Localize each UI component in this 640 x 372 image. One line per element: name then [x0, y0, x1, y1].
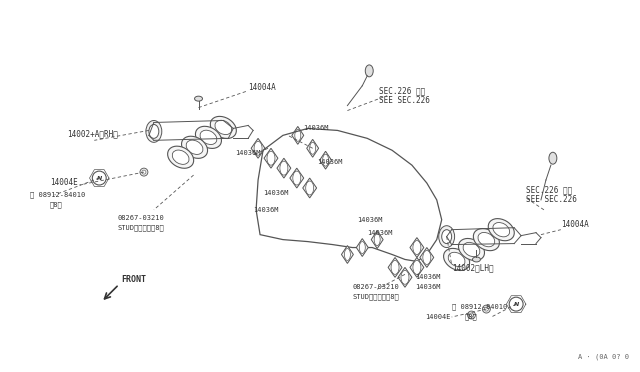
Text: 14036M: 14036M	[317, 159, 343, 165]
Text: N: N	[97, 176, 102, 180]
Text: SEC.226 参照: SEC.226 参照	[379, 86, 426, 95]
Polygon shape	[303, 178, 317, 198]
Text: 14036M: 14036M	[236, 150, 260, 156]
Text: STUDスタッド（8）: STUDスタッド（8）	[353, 294, 399, 301]
Ellipse shape	[149, 125, 159, 138]
Ellipse shape	[463, 243, 480, 257]
Polygon shape	[410, 257, 424, 277]
Text: FRONT: FRONT	[121, 275, 146, 284]
Polygon shape	[319, 151, 332, 169]
Ellipse shape	[267, 151, 275, 165]
Ellipse shape	[442, 230, 452, 244]
Polygon shape	[420, 247, 434, 267]
Circle shape	[509, 297, 523, 311]
Polygon shape	[277, 158, 291, 178]
Circle shape	[483, 305, 490, 313]
Ellipse shape	[493, 222, 509, 237]
Ellipse shape	[186, 140, 203, 154]
Ellipse shape	[478, 232, 495, 247]
Ellipse shape	[488, 219, 515, 241]
Polygon shape	[290, 168, 304, 188]
Polygon shape	[398, 267, 412, 287]
Text: 14036M: 14036M	[367, 230, 393, 235]
Circle shape	[467, 311, 476, 319]
Ellipse shape	[549, 152, 557, 164]
Ellipse shape	[472, 257, 481, 262]
Ellipse shape	[444, 248, 470, 270]
Text: STUDスタッド（8）: STUDスタッド（8）	[117, 224, 164, 231]
Ellipse shape	[146, 121, 162, 142]
Polygon shape	[307, 140, 319, 157]
Ellipse shape	[365, 65, 373, 77]
Ellipse shape	[195, 126, 221, 148]
Text: N: N	[513, 302, 519, 307]
Text: 14036M: 14036M	[415, 284, 440, 290]
Ellipse shape	[168, 146, 194, 168]
Text: 14036M: 14036M	[415, 274, 440, 280]
Text: 14036M: 14036M	[303, 125, 328, 131]
Text: 08267-03210: 08267-03210	[117, 215, 164, 221]
Text: 14004A: 14004A	[561, 220, 589, 229]
Text: SEE SEC.226: SEE SEC.226	[526, 195, 577, 204]
Text: ⓝ 08912-84010: ⓝ 08912-84010	[452, 304, 507, 310]
Ellipse shape	[391, 260, 399, 274]
Polygon shape	[356, 238, 368, 256]
Ellipse shape	[448, 252, 465, 267]
Ellipse shape	[439, 226, 454, 247]
Circle shape	[142, 170, 146, 174]
Polygon shape	[292, 126, 304, 144]
Circle shape	[470, 313, 474, 317]
Ellipse shape	[413, 241, 421, 254]
Ellipse shape	[215, 120, 232, 135]
Ellipse shape	[200, 130, 217, 144]
Ellipse shape	[458, 238, 484, 260]
Polygon shape	[342, 246, 353, 263]
Polygon shape	[264, 148, 278, 168]
Text: ⓝ 08912-84010: ⓝ 08912-84010	[30, 192, 85, 198]
Text: 14036M: 14036M	[253, 207, 278, 213]
Ellipse shape	[195, 96, 202, 101]
Ellipse shape	[293, 171, 301, 185]
Text: 14036M: 14036M	[357, 217, 383, 223]
Circle shape	[484, 307, 488, 311]
Ellipse shape	[306, 181, 314, 195]
Ellipse shape	[182, 136, 207, 158]
Ellipse shape	[423, 250, 431, 264]
Ellipse shape	[295, 129, 301, 141]
Ellipse shape	[310, 142, 316, 154]
Polygon shape	[371, 231, 383, 248]
Polygon shape	[388, 257, 402, 277]
Ellipse shape	[401, 270, 409, 284]
Text: 14004E: 14004E	[425, 314, 451, 320]
Text: （8）: （8）	[465, 314, 477, 320]
Ellipse shape	[211, 116, 236, 138]
Ellipse shape	[323, 154, 328, 166]
Ellipse shape	[474, 228, 499, 251]
Text: 08267-03210: 08267-03210	[353, 284, 399, 290]
Text: 14004A: 14004A	[248, 83, 276, 92]
Text: 14002+A〈RH〉: 14002+A〈RH〉	[67, 129, 118, 138]
Text: A · (0A 0? 0: A · (0A 0? 0	[578, 353, 628, 360]
Polygon shape	[410, 238, 424, 257]
Text: 14004E: 14004E	[50, 177, 77, 186]
Ellipse shape	[280, 161, 288, 175]
Text: SEE SEC.226: SEE SEC.226	[379, 96, 430, 105]
Ellipse shape	[374, 234, 380, 246]
Ellipse shape	[172, 150, 189, 164]
Text: 14002〈LH〉: 14002〈LH〉	[452, 263, 493, 272]
Ellipse shape	[359, 241, 365, 253]
Text: （8）: （8）	[50, 202, 62, 208]
Circle shape	[140, 168, 148, 176]
Ellipse shape	[344, 248, 350, 260]
Ellipse shape	[254, 141, 262, 155]
Polygon shape	[251, 138, 265, 158]
Text: SEC.226 参照: SEC.226 参照	[526, 186, 572, 195]
Text: 14036M: 14036M	[263, 190, 289, 196]
Ellipse shape	[413, 260, 421, 274]
Circle shape	[92, 171, 106, 185]
